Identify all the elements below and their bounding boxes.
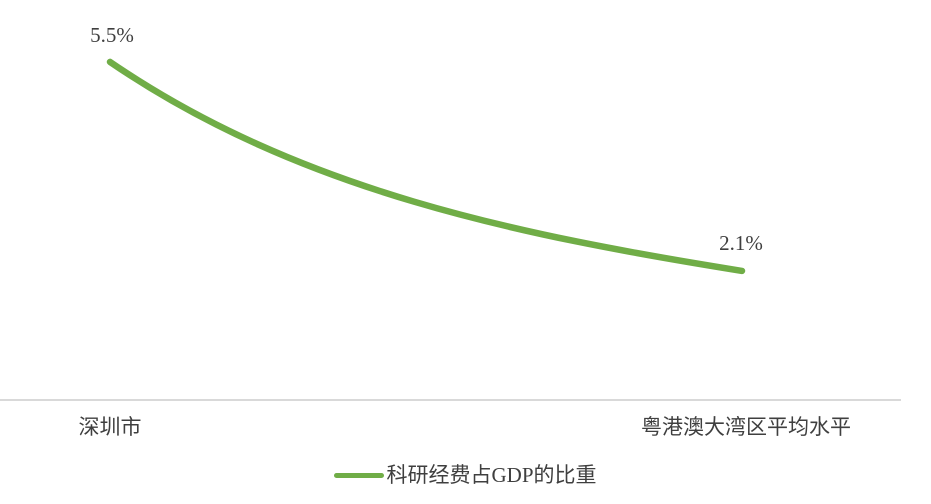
data-label-gba: 2.1% bbox=[719, 230, 763, 255]
series-line bbox=[106, 58, 746, 275]
category-label-gba: 粤港澳大湾区平均水平 bbox=[641, 415, 851, 439]
data-label-shenzhen: 5.5% bbox=[90, 22, 134, 47]
legend-label: 科研经费占GDP的比重 bbox=[386, 463, 597, 487]
category-label-shenzhen: 深圳市 bbox=[78, 415, 142, 439]
legend-line-swatch bbox=[334, 472, 385, 478]
x-axis-line bbox=[0, 399, 901, 401]
legend: 科研经费占GDP的比重 bbox=[0, 462, 931, 488]
